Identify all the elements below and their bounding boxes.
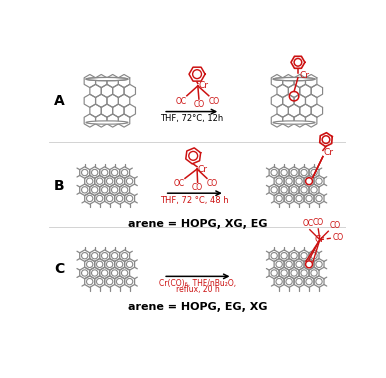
Text: OC: OC <box>174 179 185 188</box>
Text: C: C <box>54 262 64 276</box>
Text: Cr: Cr <box>300 71 310 80</box>
Text: Cr: Cr <box>198 164 208 174</box>
Text: arene = HOPG, XG, EG: arene = HOPG, XG, EG <box>128 219 267 229</box>
Text: CO: CO <box>330 221 341 230</box>
Text: OC: OC <box>303 219 314 228</box>
Ellipse shape <box>273 77 315 81</box>
Text: CO: CO <box>207 179 218 188</box>
Text: Cr(CO)₆, THF/nBu₂O,: Cr(CO)₆, THF/nBu₂O, <box>159 279 236 288</box>
Ellipse shape <box>86 121 128 124</box>
Ellipse shape <box>86 77 128 81</box>
Text: OC: OC <box>176 96 187 105</box>
Text: CO: CO <box>209 96 220 105</box>
Text: Cr: Cr <box>198 81 208 90</box>
Text: CO: CO <box>192 183 203 192</box>
Text: CO: CO <box>193 100 205 109</box>
Text: Cr: Cr <box>315 235 325 244</box>
Text: reflux, 20 h: reflux, 20 h <box>176 285 220 294</box>
Text: CO: CO <box>333 233 344 242</box>
Text: A: A <box>54 94 64 108</box>
Text: Cr: Cr <box>324 148 334 157</box>
Text: THF, 72 °C, 48 h: THF, 72 °C, 48 h <box>161 195 229 204</box>
Text: arene = HOPG, EG, XG: arene = HOPG, EG, XG <box>128 302 267 312</box>
Text: THF, 72°C, 12h: THF, 72°C, 12h <box>160 114 223 123</box>
Ellipse shape <box>273 121 315 124</box>
Text: B: B <box>54 178 64 192</box>
Text: CO: CO <box>313 218 324 228</box>
